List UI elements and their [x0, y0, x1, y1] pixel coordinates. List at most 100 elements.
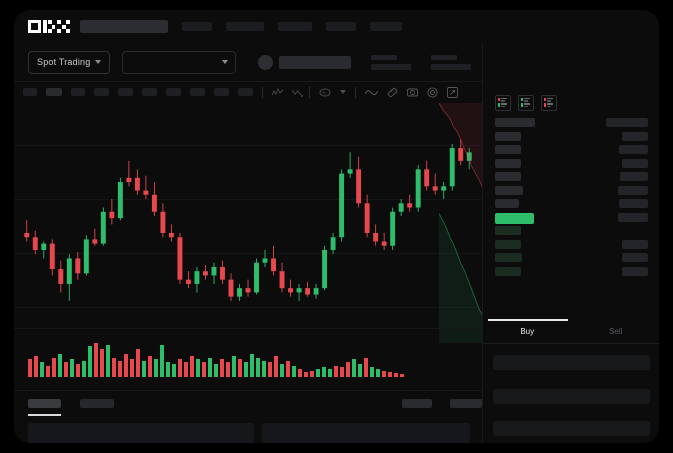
tab-buy[interactable]: Buy — [483, 319, 572, 343]
gridline — [14, 253, 482, 254]
orders-tab-1[interactable] — [80, 399, 114, 408]
orderbook-bids-icon[interactable] — [518, 95, 534, 111]
timeframe-chip-5[interactable] — [142, 88, 157, 96]
orderbook-cell-left — [495, 226, 521, 235]
pair-selector[interactable] — [122, 50, 237, 74]
timeframe-chip-6[interactable] — [166, 88, 181, 96]
nav-item-3[interactable] — [326, 22, 356, 31]
bottom-dock — [14, 423, 482, 443]
orderbook-cell-right — [620, 172, 648, 181]
volume-bar — [208, 357, 212, 377]
timeframe-chip-2[interactable] — [71, 88, 85, 96]
nav-item-2[interactable] — [278, 22, 312, 31]
nav-item-4[interactable] — [370, 22, 402, 31]
volume-bar — [214, 364, 218, 377]
orderbook-ask-row[interactable] — [483, 172, 659, 181]
volume-bar — [370, 367, 374, 377]
chevron-down-icon — [95, 60, 102, 64]
orderbook-cell-left — [495, 131, 521, 141]
nav-item-0[interactable] — [182, 22, 212, 31]
avatar — [258, 54, 274, 70]
okx-logo[interactable] — [28, 20, 70, 33]
templates-icon[interactable]: fx — [319, 87, 331, 97]
orderbook-ask-row[interactable] — [483, 199, 659, 208]
volume-bar — [202, 362, 206, 377]
orderbook-ask-row[interactable] — [483, 185, 659, 195]
toolbar-divider — [309, 86, 310, 98]
timeframe-chip-7[interactable] — [190, 88, 205, 96]
volume-bar — [310, 370, 314, 377]
search-input[interactable] — [80, 20, 168, 33]
dock-panel-right[interactable] — [262, 423, 470, 443]
orderbook-cell-right — [618, 185, 648, 195]
volume-bar — [334, 365, 338, 377]
tab-sell[interactable]: Sell — [572, 319, 660, 343]
timeframe-chip-8[interactable] — [214, 88, 229, 96]
line-chart-icon[interactable] — [365, 88, 378, 97]
svg-text:fx: fx — [322, 90, 326, 95]
orderbook-spread-row[interactable] — [483, 212, 659, 224]
stat-label — [371, 54, 398, 60]
volume-bar — [358, 364, 362, 377]
volume-bar — [94, 343, 98, 377]
volume-bar — [106, 344, 110, 377]
volume-bar — [88, 346, 92, 377]
volume-bar — [40, 362, 44, 377]
indicators-icon[interactable] — [272, 87, 283, 97]
timeframe-chip-3[interactable] — [94, 88, 109, 96]
price-chart[interactable] — [14, 103, 482, 328]
settings-icon[interactable] — [427, 86, 438, 98]
volume-bar — [52, 357, 56, 377]
timeframe-chip-4[interactable] — [118, 88, 133, 96]
active-tab-underline — [28, 414, 61, 416]
volume-bar — [76, 364, 80, 377]
volume-bar — [190, 355, 194, 377]
market-stat-0 — [371, 54, 412, 70]
fullscreen-icon[interactable] — [447, 86, 458, 98]
orderbook-bid-row[interactable] — [483, 253, 659, 262]
volume-bar — [136, 349, 140, 377]
dock-panel-left[interactable] — [28, 423, 254, 443]
orderbook-bid-row[interactable] — [483, 266, 659, 276]
orderbook-cell-right — [619, 199, 648, 208]
timeframe-chip-9[interactable] — [238, 88, 253, 96]
volume-bar — [322, 367, 326, 377]
nav-item-1[interactable] — [226, 22, 264, 31]
volume-bar — [142, 360, 146, 377]
volume-bar — [82, 360, 86, 377]
orders-tab-0[interactable] — [28, 399, 61, 408]
orderbook-bid-row[interactable] — [483, 239, 659, 249]
orderbook-both-icon[interactable] — [495, 95, 511, 111]
orderbook-bid-row[interactable] — [483, 226, 659, 235]
volume-bar — [70, 359, 74, 377]
order-field-1[interactable] — [493, 355, 650, 370]
orderbook-asks-icon[interactable] — [541, 95, 557, 111]
volume-bar — [238, 359, 242, 377]
volume-bar — [178, 359, 182, 377]
measure-icon[interactable] — [387, 87, 398, 98]
volume-bar — [58, 354, 62, 377]
volume-bar — [28, 359, 32, 377]
volume-bar — [346, 362, 350, 377]
orders-action-0[interactable] — [402, 399, 432, 408]
camera-icon[interactable] — [407, 87, 418, 97]
order-field-3[interactable] — [493, 421, 650, 436]
timeframe-chips — [14, 88, 253, 96]
orderbook-ask-row[interactable] — [483, 145, 659, 154]
volume-chart[interactable] — [14, 328, 482, 391]
order-field-2[interactable] — [493, 389, 650, 404]
orderbook-view-toggles — [495, 95, 557, 111]
compare-icon[interactable] — [292, 88, 303, 97]
volume-bar — [340, 367, 344, 377]
chevron-down-icon[interactable] — [340, 90, 346, 94]
timeframe-chip-1[interactable] — [46, 88, 62, 96]
orders-action-1[interactable] — [450, 399, 482, 408]
orderbook-ask-row[interactable] — [483, 158, 659, 168]
logo-o — [28, 20, 41, 33]
timeframe-chip-0[interactable] — [23, 88, 37, 96]
orderbook-header-row[interactable] — [483, 118, 659, 127]
orderbook-ask-row[interactable] — [483, 131, 659, 141]
volume-bar — [226, 362, 230, 377]
mode-selector[interactable]: Spot Trading — [28, 50, 111, 74]
